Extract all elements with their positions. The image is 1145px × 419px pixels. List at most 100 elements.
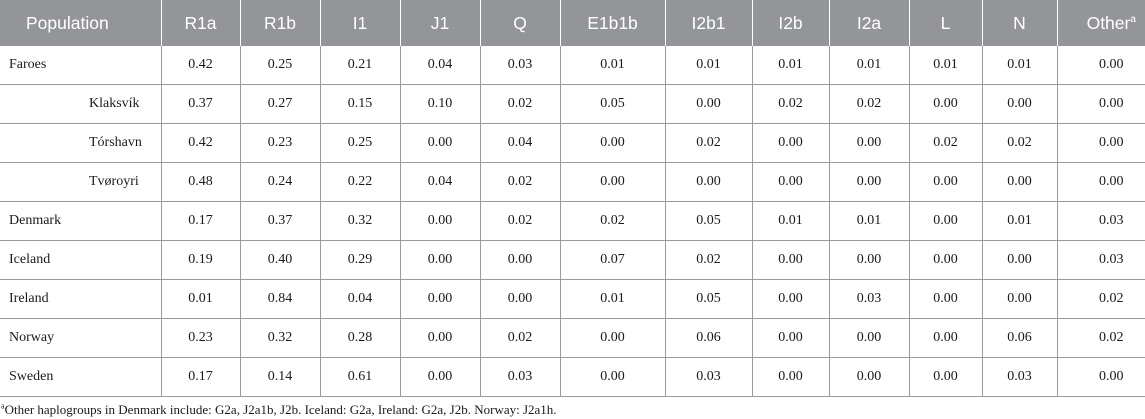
table-header: Population R1a R1b I1 J1 Q E1b1b I2b1 I2b I2a L N Ot… — [0, 0, 1145, 46]
frequency-cell: 0.32 — [319, 201, 400, 241]
frequency-cell: 0.01 — [828, 201, 909, 241]
frequency-cell: 0.00 — [751, 279, 829, 319]
frequency-cell: 0.00 — [751, 162, 829, 202]
frequency-cell: 0.02 — [479, 318, 560, 358]
frequency-cell: 0.42 — [160, 123, 240, 163]
table-row: Iceland 0.19 0.40 0.29 0.00 0.00 0.07 0.02 0.00 0… — [0, 240, 1145, 280]
frequency-cell: 0.02 — [908, 123, 982, 163]
column-header-label: N — [1013, 12, 1026, 33]
frequency-cell: 0.01 — [981, 201, 1057, 241]
frequency-cell: 0.00 — [1056, 357, 1145, 397]
frequency-cell: 0.00 — [908, 162, 982, 202]
frequency-cell: 0.04 — [319, 279, 400, 319]
frequency-cell: 0.00 — [828, 240, 909, 280]
population-cell: Klaksvík — [0, 84, 161, 124]
frequency-cell: 0.00 — [908, 357, 982, 397]
frequency-cell: 0.00 — [1056, 46, 1145, 85]
column-header-label: I2b1 — [691, 12, 726, 33]
frequency-cell: 0.00 — [908, 201, 982, 241]
population-cell: Tórshavn — [0, 123, 161, 163]
frequency-cell: 0.05 — [664, 279, 752, 319]
frequency-cell: 0.03 — [479, 357, 560, 397]
frequency-cell: 0.22 — [319, 162, 400, 202]
frequency-cell: 0.00 — [981, 162, 1057, 202]
frequency-cell: 0.02 — [751, 84, 829, 124]
population-cell: Faroes — [0, 46, 161, 85]
frequency-cell: 0.03 — [479, 46, 560, 85]
frequency-cell: 0.01 — [751, 201, 829, 241]
table-body: Faroes 0.42 0.25 0.21 0.04 0.03 0.01 0.01 0.01 0.… — [0, 46, 1145, 397]
frequency-cell: 0.02 — [664, 123, 752, 163]
column-header-i2a: I2a — [828, 0, 909, 46]
frequency-cell: 0.01 — [160, 279, 240, 319]
column-header-e1b1b: E1b1b — [559, 0, 665, 46]
frequency-cell: 0.00 — [751, 318, 829, 358]
frequency-cell: 0.01 — [664, 46, 752, 85]
frequency-cell: 0.00 — [828, 357, 909, 397]
table-row: Ireland 0.01 0.84 0.04 0.00 0.00 0.01 0.05 0.00 0… — [0, 279, 1145, 319]
population-cell: Sweden — [0, 357, 161, 397]
frequency-cell: 0.03 — [981, 357, 1057, 397]
frequency-cell: 0.00 — [399, 318, 480, 358]
frequency-cell: 0.15 — [319, 84, 400, 124]
column-header-n: N — [981, 0, 1057, 46]
frequency-cell: 0.25 — [239, 46, 320, 85]
table-row: Klaksvík 0.37 0.27 0.15 0.10 0.02 0.05 0.00 0.02… — [0, 84, 1145, 124]
frequency-cell: 0.07 — [559, 240, 665, 280]
frequency-cell: 0.01 — [559, 279, 665, 319]
frequency-cell: 0.02 — [1056, 318, 1145, 358]
footnote-marker: a — [1130, 13, 1136, 25]
frequency-cell: 0.05 — [664, 201, 752, 241]
frequency-cell: 0.00 — [908, 240, 982, 280]
frequency-cell: 0.00 — [559, 123, 665, 163]
frequency-cell: 0.42 — [160, 46, 240, 85]
table-row: Denmark 0.17 0.37 0.32 0.00 0.02 0.02 0.05 0.01 0… — [0, 201, 1145, 241]
frequency-cell: 0.00 — [981, 240, 1057, 280]
population-cell: Tvøroyri — [0, 162, 161, 202]
table-row: Tvøroyri 0.48 0.24 0.22 0.04 0.02 0.00 0.00 0.00… — [0, 162, 1145, 202]
frequency-cell: 0.17 — [160, 357, 240, 397]
frequency-cell: 0.00 — [828, 162, 909, 202]
column-header-label: E1b1b — [587, 12, 638, 33]
frequency-cell: 0.01 — [828, 46, 909, 85]
frequency-cell: 0.01 — [981, 46, 1057, 85]
frequency-cell: 0.02 — [479, 84, 560, 124]
frequency-cell: 0.24 — [239, 162, 320, 202]
frequency-cell: 0.06 — [664, 318, 752, 358]
frequency-cell: 0.03 — [1056, 240, 1145, 280]
table-row: Tórshavn 0.42 0.23 0.25 0.00 0.04 0.00 0.02 0.00… — [0, 123, 1145, 163]
frequency-cell: 0.00 — [751, 357, 829, 397]
table-row: Sweden 0.17 0.14 0.61 0.00 0.03 0.00 0.03 0.00 0.… — [0, 357, 1145, 397]
frequency-cell: 0.00 — [1056, 84, 1145, 124]
frequency-cell: 0.00 — [399, 201, 480, 241]
frequency-cell: 0.01 — [751, 46, 829, 85]
frequency-cell: 0.00 — [981, 84, 1057, 124]
header-row: Population R1a R1b I1 J1 Q E1b1b I2b1 I2b I2a L N Ot… — [0, 0, 1145, 46]
table-row: Norway 0.23 0.32 0.28 0.00 0.02 0.00 0.06 0.00 0.… — [0, 318, 1145, 358]
frequency-cell: 0.02 — [981, 123, 1057, 163]
frequency-cell: 0.00 — [751, 123, 829, 163]
frequency-cell: 0.00 — [559, 357, 665, 397]
frequency-cell: 0.48 — [160, 162, 240, 202]
frequency-cell: 0.37 — [239, 201, 320, 241]
frequency-cell: 0.02 — [664, 240, 752, 280]
frequency-cell: 0.00 — [664, 84, 752, 124]
table-row: Faroes 0.42 0.25 0.21 0.04 0.03 0.01 0.01 0.01 0.… — [0, 46, 1145, 85]
frequency-cell: 0.17 — [160, 201, 240, 241]
frequency-cell: 0.00 — [828, 123, 909, 163]
frequency-cell: 0.23 — [239, 123, 320, 163]
frequency-cell: 0.00 — [399, 279, 480, 319]
population-cell: Ireland — [0, 279, 161, 319]
frequency-cell: 0.14 — [239, 357, 320, 397]
column-header-other: Othera — [1056, 0, 1145, 46]
table-footnote: aOther haplogroups in Denmark include: G… — [1, 402, 557, 418]
frequency-cell: 0.01 — [908, 46, 982, 85]
column-header-population: Population — [0, 0, 161, 46]
population-cell: Norway — [0, 318, 161, 358]
column-header-label: I1 — [352, 12, 368, 33]
haplogroup-table: Population R1a R1b I1 J1 Q E1b1b I2b1 I2b I2a L N Ot… — [0, 0, 1145, 397]
frequency-cell: 0.61 — [319, 357, 400, 397]
frequency-cell: 0.00 — [751, 240, 829, 280]
frequency-cell: 0.00 — [399, 240, 480, 280]
column-header-label: Population — [26, 12, 109, 33]
